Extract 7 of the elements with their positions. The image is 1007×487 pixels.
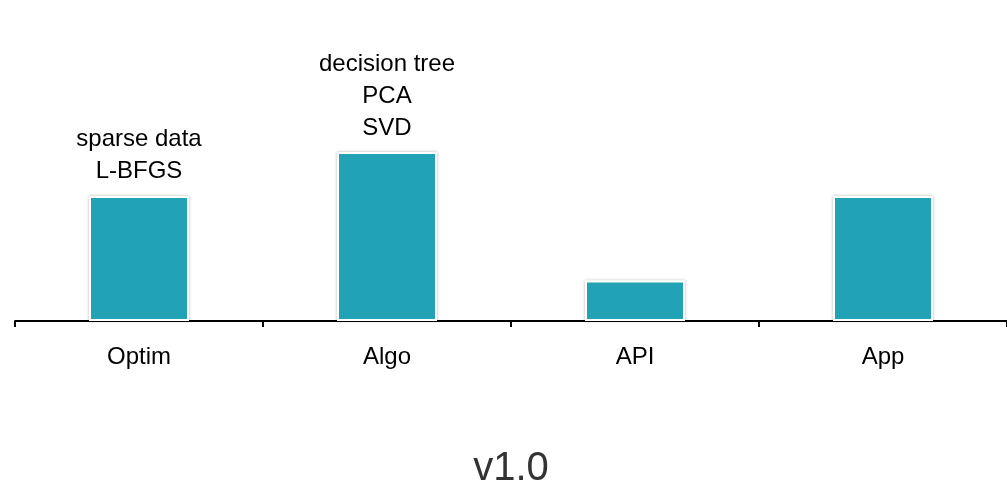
x-tick-label: Optim [106, 341, 172, 369]
annotation: decision tree PCA SVD [318, 48, 456, 140]
annotation: sparse data L-BFGS [76, 124, 203, 184]
x-tick-label: API [615, 341, 655, 369]
x-tick-label: App [861, 341, 905, 369]
x-axis-title: v1.0 [473, 444, 549, 487]
x-tick-label: Algo [362, 341, 412, 369]
